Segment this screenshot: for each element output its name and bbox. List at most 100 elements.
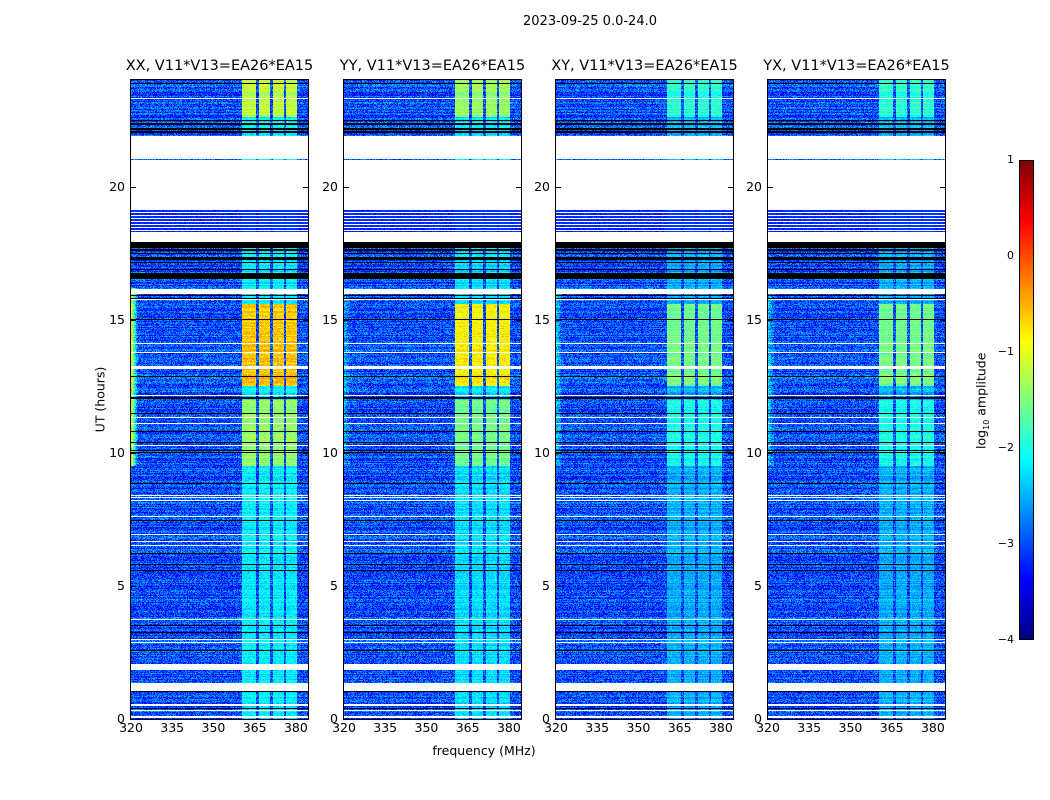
y-tick-mark bbox=[344, 186, 349, 188]
y-tick-mark bbox=[768, 585, 773, 587]
panel-title: YX, V11*V13=EA26*EA15 bbox=[763, 58, 950, 74]
x-tick-label: 350 bbox=[838, 720, 863, 735]
x-tick-label: 335 bbox=[797, 720, 822, 735]
y-tick-label: 15 bbox=[534, 311, 550, 327]
y-tick-mark bbox=[768, 186, 773, 188]
y-tick-mark bbox=[556, 186, 561, 188]
y-tick-label: 0 bbox=[330, 711, 338, 726]
y-tick-label: 10 bbox=[534, 444, 550, 460]
y-tick-mark bbox=[556, 452, 561, 454]
y-tick-label: 5 bbox=[330, 577, 338, 593]
y-tick-mark bbox=[728, 319, 733, 321]
colorbar-tick-label: −4 bbox=[997, 633, 1014, 646]
x-tick-label: 320 bbox=[119, 720, 143, 735]
x-tick-label: 350 bbox=[201, 720, 226, 735]
colorbar bbox=[1019, 160, 1034, 640]
y-tick-mark bbox=[940, 585, 945, 587]
x-tick-label: 350 bbox=[626, 720, 651, 735]
y-tick-mark bbox=[940, 319, 945, 321]
y-tick-mark bbox=[516, 186, 521, 188]
y-tick-mark bbox=[303, 452, 308, 454]
y-tick-mark bbox=[131, 585, 136, 587]
colorbar-tick-label: −3 bbox=[997, 537, 1014, 550]
y-tick-label: 20 bbox=[109, 178, 125, 194]
y-tick-mark bbox=[940, 719, 945, 720]
x-tick-label: 380 bbox=[708, 720, 733, 735]
y-tick-mark bbox=[728, 186, 733, 188]
x-tick-label: 380 bbox=[283, 720, 308, 735]
y-tick-mark bbox=[556, 585, 561, 587]
x-tick-label: 335 bbox=[373, 720, 398, 735]
y-tick-mark bbox=[728, 585, 733, 587]
y-tick-mark bbox=[768, 719, 773, 720]
y-tick-label: 5 bbox=[542, 577, 550, 593]
heatmap-image bbox=[556, 80, 733, 719]
waterfall-panel-0: XX, V11*V13=EA26*EA15 0 5 10 15 20 320 335 350 36… bbox=[109, 58, 313, 735]
y-tick-mark bbox=[303, 719, 308, 720]
x-tick-label: 350 bbox=[414, 720, 439, 735]
x-tick-label: 380 bbox=[920, 720, 945, 735]
y-tick-mark bbox=[344, 452, 349, 454]
y-tick-label: 20 bbox=[746, 178, 762, 194]
colorbar-tick-label: 0 bbox=[1007, 249, 1014, 262]
colorbar-tick-label: −1 bbox=[997, 345, 1014, 358]
x-tick-label: 365 bbox=[242, 720, 267, 735]
y-tick-label: 0 bbox=[754, 711, 762, 726]
x-tick-label: 320 bbox=[332, 720, 356, 735]
y-tick-label: 0 bbox=[117, 711, 125, 726]
y-tick-label: 15 bbox=[322, 311, 338, 327]
y-tick-mark bbox=[303, 585, 308, 587]
y-tick-mark bbox=[131, 319, 136, 321]
heatmap-image bbox=[768, 80, 945, 719]
y-tick-mark bbox=[768, 452, 773, 454]
panel-title: XX, V11*V13=EA26*EA15 bbox=[125, 58, 314, 74]
x-tick-label: 335 bbox=[160, 720, 185, 735]
y-axis-label: UT (hours) bbox=[92, 366, 108, 433]
x-tick-label: 320 bbox=[756, 720, 780, 735]
y-tick-mark bbox=[303, 319, 308, 321]
y-tick-mark bbox=[131, 186, 136, 188]
colorbar-tick-label: 1 bbox=[1007, 153, 1014, 166]
colorbar-label: log10 amplitude bbox=[973, 352, 991, 449]
x-tick-label: 335 bbox=[585, 720, 610, 735]
y-tick-mark bbox=[131, 719, 136, 720]
colorbar-tick-label: −2 bbox=[997, 441, 1014, 454]
y-tick-mark bbox=[344, 719, 349, 720]
y-tick-mark bbox=[516, 319, 521, 321]
x-tick-label: 380 bbox=[496, 720, 521, 735]
y-tick-label: 15 bbox=[109, 311, 125, 327]
x-axis-label: frequency (MHz) bbox=[432, 743, 536, 758]
y-tick-mark bbox=[516, 585, 521, 587]
panel-title: XY, V11*V13=EA26*EA15 bbox=[551, 58, 738, 74]
y-tick-label: 15 bbox=[746, 311, 762, 327]
y-tick-label: 5 bbox=[754, 577, 762, 593]
waterfall-panel-1: YY, V11*V13=EA26*EA15 0 5 10 15 20 320 335 350 36… bbox=[322, 58, 525, 735]
y-tick-mark bbox=[728, 452, 733, 454]
y-tick-mark bbox=[556, 719, 561, 720]
y-tick-mark bbox=[344, 585, 349, 587]
y-tick-mark bbox=[344, 319, 349, 321]
panel-title: YY, V11*V13=EA26*EA15 bbox=[339, 58, 526, 74]
y-tick-label: 10 bbox=[109, 444, 125, 460]
y-tick-label: 0 bbox=[542, 711, 550, 726]
heatmap-image bbox=[344, 80, 521, 719]
y-tick-label: 10 bbox=[322, 444, 338, 460]
y-tick-label: 5 bbox=[117, 577, 125, 593]
y-tick-mark bbox=[940, 186, 945, 188]
y-tick-mark bbox=[728, 719, 733, 720]
x-tick-label: 365 bbox=[455, 720, 480, 735]
x-tick-label: 320 bbox=[544, 720, 568, 735]
waterfall-panel-3: YX, V11*V13=EA26*EA15 0 5 10 15 20 320 335 350 36… bbox=[746, 58, 950, 735]
x-tick-label: 365 bbox=[667, 720, 692, 735]
y-tick-mark bbox=[516, 719, 521, 720]
waterfall-panel-2: XY, V11*V13=EA26*EA15 0 5 10 15 20 320 335 350 36… bbox=[534, 58, 738, 735]
y-tick-mark bbox=[940, 452, 945, 454]
y-tick-mark bbox=[303, 186, 308, 188]
y-tick-label: 20 bbox=[534, 178, 550, 194]
x-tick-label: 365 bbox=[879, 720, 904, 735]
heatmap-image bbox=[131, 80, 308, 719]
y-tick-label: 10 bbox=[746, 444, 762, 460]
y-tick-mark bbox=[516, 452, 521, 454]
figure-title: 2023-09-25 0.0-24.0 bbox=[523, 14, 657, 29]
y-tick-label: 20 bbox=[322, 178, 338, 194]
